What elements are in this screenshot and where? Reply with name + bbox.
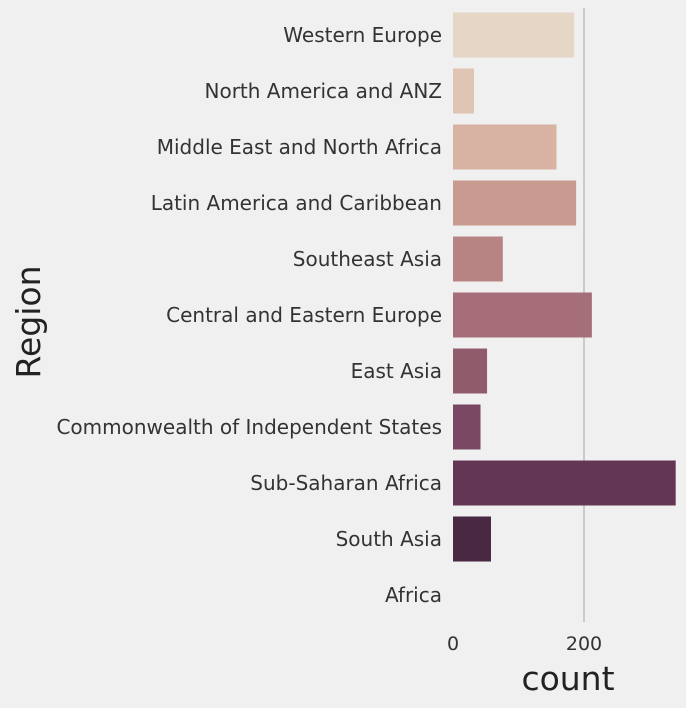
bar-layer [453, 12, 676, 562]
bar-east-asia [453, 348, 488, 394]
bar-north-america-and-anz [453, 68, 474, 114]
category-label: Latin America and Caribbean [151, 191, 442, 215]
category-label: Western Europe [283, 23, 442, 47]
y-axis-title: Region [9, 266, 48, 379]
bar-sub-saharan-africa [453, 460, 676, 506]
bar-middle-east-and-north-africa [453, 124, 557, 170]
category-label: South Asia [336, 527, 442, 551]
bar-latin-america-and-caribbean [453, 180, 577, 226]
bar-southeast-asia [453, 236, 503, 282]
category-label-layer: Western Europe North America and ANZ Middl… [56, 23, 442, 607]
bar-central-and-eastern-europe [453, 292, 592, 338]
category-label: Commonwealth of Independent States [56, 415, 442, 439]
bar-commonwealth-of-independent-states [453, 404, 481, 450]
category-label: North America and ANZ [205, 79, 442, 103]
category-label: East Asia [351, 359, 442, 383]
category-label: Central and Eastern Europe [166, 303, 442, 327]
category-label: Africa [385, 583, 442, 607]
bar-western-europe [453, 12, 575, 58]
bar-south-asia [453, 516, 491, 562]
x-axis-title: count [521, 659, 614, 698]
x-tick-label: 200 [566, 633, 602, 655]
tick-layer: 0 200 [447, 633, 602, 655]
category-label: Middle East and North Africa [157, 135, 442, 159]
x-tick-label: 0 [447, 633, 459, 655]
category-label: Sub-Saharan Africa [250, 471, 442, 495]
category-label: Southeast Asia [293, 247, 442, 271]
